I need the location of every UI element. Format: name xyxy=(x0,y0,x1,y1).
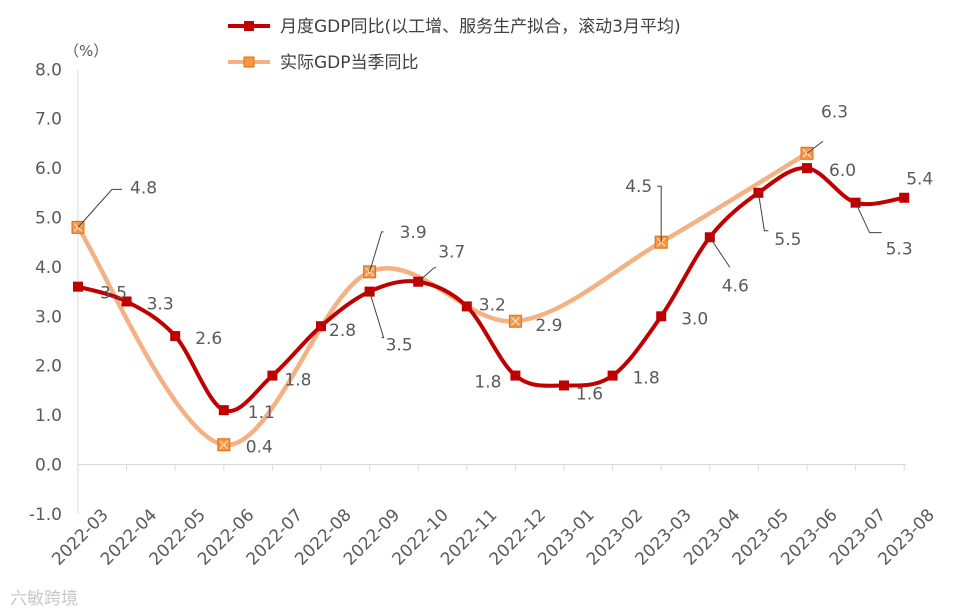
data-point-monthly-gdp xyxy=(607,370,618,381)
data-label-monthly-gdp: 1.1 xyxy=(248,403,275,423)
y-tick-label: 7.0 xyxy=(35,110,62,130)
marker-cross xyxy=(511,316,520,326)
data-label-monthly-gdp: 3.2 xyxy=(479,295,506,315)
y-unit-label: （%） xyxy=(64,42,108,60)
data-label-monthly-gdp: 1.8 xyxy=(633,369,660,389)
label-leader-line xyxy=(369,291,385,339)
legend-label-monthly-gdp: 月度GDP同比(以工增、服务生产拟合，滚动3月平均) xyxy=(280,17,681,37)
label-leader-line xyxy=(709,236,731,268)
data-label-monthly-gdp: 3.7 xyxy=(438,243,465,263)
data-point-monthly-gdp xyxy=(267,370,278,381)
legend-label-actual-gdp: 实际GDP当季同比 xyxy=(280,53,419,73)
data-label-monthly-gdp: 5.4 xyxy=(906,170,933,190)
y-tick-label: 1.0 xyxy=(35,406,62,426)
data-point-monthly-gdp xyxy=(559,380,569,391)
y-tick-label: 6.0 xyxy=(35,159,62,179)
data-labels: 3.5 3.3 2.6 1.1 1.8 2.8 3.5 3.7 3.2 1.8 1.6 1.8 3.0 4… xyxy=(100,102,933,457)
data-label-actual-gdp: 4.8 xyxy=(130,178,157,198)
data-point-monthly-gdp xyxy=(899,192,910,203)
label-leader-line xyxy=(855,202,882,234)
data-label-actual-gdp: 4.5 xyxy=(625,177,652,197)
data-label-monthly-gdp: 1.8 xyxy=(284,371,311,391)
data-label-monthly-gdp: 3.5 xyxy=(386,336,413,356)
label-leader-line xyxy=(417,267,437,283)
label-leader-line xyxy=(757,192,769,232)
data-point-monthly-gdp xyxy=(218,405,229,416)
data-point-monthly-gdp xyxy=(802,163,812,174)
legend-item-monthly-gdp: 月度GDP同比(以工增、服务生产拟合，滚动3月平均) xyxy=(228,17,681,37)
data-label-actual-gdp: 0.4 xyxy=(246,438,273,458)
data-label-monthly-gdp: 3.0 xyxy=(681,309,708,329)
legend: 月度GDP同比(以工增、服务生产拟合，滚动3月平均) 实际GDP当季同比 xyxy=(228,17,681,73)
data-label-monthly-gdp: 3.3 xyxy=(147,294,174,314)
data-label-actual-gdp: 3.9 xyxy=(400,223,427,243)
data-label-monthly-gdp: 5.5 xyxy=(774,230,801,250)
legend-swatch-marker xyxy=(244,21,254,31)
data-label-monthly-gdp: 6.0 xyxy=(829,161,856,181)
data-label-monthly-gdp: 4.6 xyxy=(722,276,749,296)
series-actual-gdp xyxy=(71,146,814,452)
data-point-monthly-gdp xyxy=(461,301,472,312)
legend-item-actual-gdp: 实际GDP当季同比 xyxy=(228,53,419,73)
legend-swatch-marker xyxy=(243,56,255,68)
y-tick-label: -1.0 xyxy=(29,505,62,525)
data-label-monthly-gdp: 1.8 xyxy=(474,373,501,393)
label-leader-line xyxy=(369,231,384,272)
data-label-actual-gdp: 6.3 xyxy=(821,102,848,122)
data-label-monthly-gdp: 2.8 xyxy=(329,321,356,341)
data-label-monthly-gdp: 3.5 xyxy=(100,284,127,304)
data-point-monthly-gdp xyxy=(656,311,667,322)
watermark: 六敏跨境 xyxy=(10,589,78,609)
data-point-monthly-gdp xyxy=(170,331,181,342)
data-point-monthly-gdp xyxy=(316,321,326,332)
data-point-monthly-gdp xyxy=(510,370,521,381)
label-leader-line xyxy=(657,185,662,243)
y-tick-label: 8.0 xyxy=(35,60,62,80)
series-line-actual-gdp xyxy=(76,151,809,448)
data-label-monthly-gdp: 5.3 xyxy=(886,240,913,260)
y-tick-label: 0.0 xyxy=(35,456,62,476)
y-tick-label: 5.0 xyxy=(35,209,62,229)
label-leader-line xyxy=(806,140,824,154)
y-tick-label: 4.0 xyxy=(35,258,62,278)
label-leaders xyxy=(77,140,882,339)
data-label-monthly-gdp: 1.6 xyxy=(576,384,603,404)
data-point-monthly-gdp xyxy=(121,296,132,307)
data-label-actual-gdp: 2.9 xyxy=(535,316,562,336)
label-leader-line xyxy=(77,188,122,228)
y-tick-label: 2.0 xyxy=(35,357,62,377)
y-tick-label: 3.0 xyxy=(35,307,62,327)
data-point-monthly-gdp xyxy=(73,281,83,292)
marker-cross xyxy=(219,440,229,450)
data-label-monthly-gdp: 2.6 xyxy=(195,329,222,349)
